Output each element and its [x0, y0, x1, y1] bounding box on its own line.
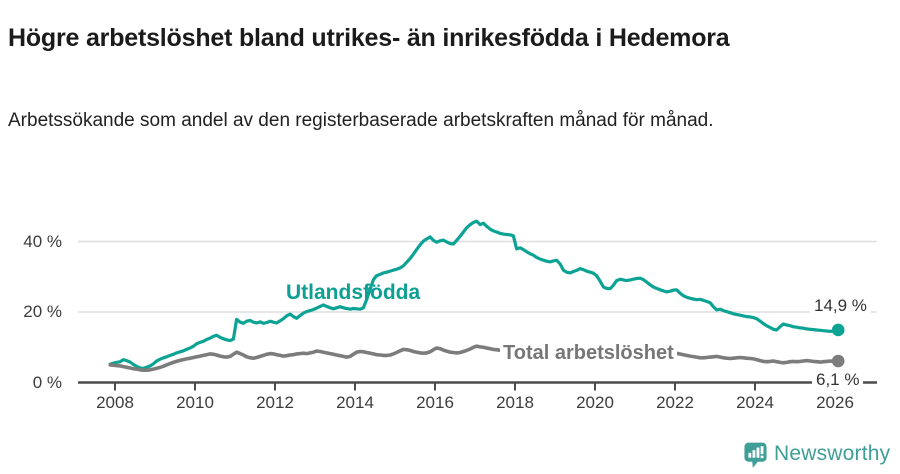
newsworthy-logo: Newsworthy — [744, 441, 890, 471]
x-tick-label: 2008 — [96, 393, 134, 412]
x-tick-label: 2022 — [656, 393, 694, 412]
series-end-dot-1 — [831, 354, 845, 368]
end-value-label-utlandsfodda: 14,9 % — [810, 296, 871, 316]
x-tick-label: 2018 — [496, 393, 534, 412]
series-line-0 — [108, 219, 840, 370]
series-label-total-arbetsloshet: Total arbetslöshet — [500, 342, 677, 365]
end-value-label-total: 6,1 % — [812, 370, 864, 390]
x-tick-label: 2026 — [816, 393, 854, 412]
series-end-dot-0 — [831, 323, 845, 337]
series-line-1 — [108, 344, 841, 373]
newsworthy-logo-icon — [744, 442, 767, 468]
newsworthy-logo-text: Newsworthy — [774, 442, 891, 465]
x-tick-label: 2016 — [416, 393, 454, 412]
y-tick-label: 40 % — [23, 231, 62, 251]
series-label-utlandsfodda: Utlandsfödda — [286, 281, 421, 304]
x-tick-label: 2024 — [736, 393, 774, 412]
y-tick-label: 20 % — [23, 302, 62, 321]
page-title: Högre arbetslöshet bland utrikes- än inr… — [8, 23, 730, 52]
x-tick-label: 2014 — [336, 393, 374, 412]
x-tick-label: 2010 — [176, 393, 214, 412]
y-tick-label: 0 % — [32, 372, 62, 392]
x-tick-label: 2012 — [256, 393, 294, 412]
x-tick-label: 2020 — [576, 393, 614, 412]
chart-subtitle: Arbetssökande som andel av den registerb… — [8, 110, 714, 131]
